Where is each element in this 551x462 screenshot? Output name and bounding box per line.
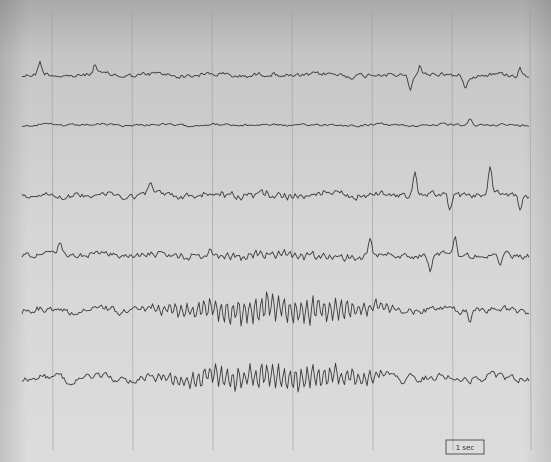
scale-label: 1 sec (456, 444, 475, 452)
page: 1 sec (() => { const data = JSON.parse(d… (0, 0, 551, 462)
shading (0, 0, 551, 462)
eeg-scan: 1 sec (0, 0, 551, 462)
